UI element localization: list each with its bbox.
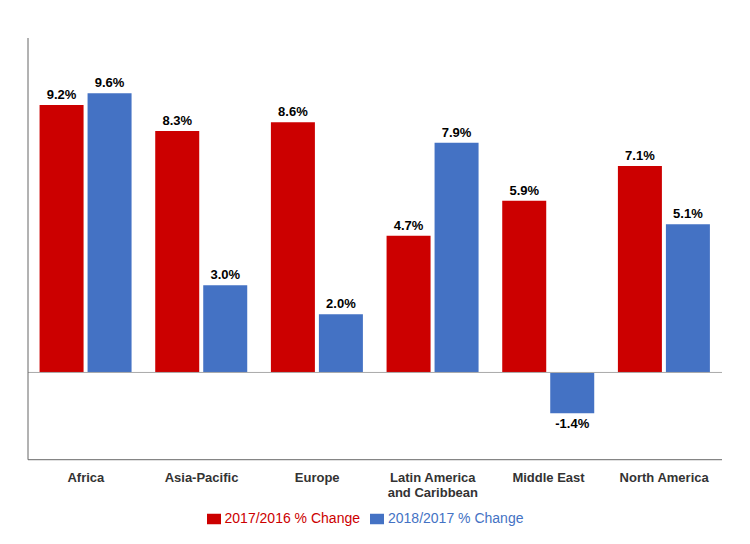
svg-text:2.0%: 2.0% xyxy=(326,296,356,311)
svg-text:5.9%: 5.9% xyxy=(509,183,539,198)
svg-text:Middle East: Middle East xyxy=(512,470,585,485)
svg-text:8.6%: 8.6% xyxy=(278,104,308,119)
svg-text:9.6%: 9.6% xyxy=(95,75,125,90)
svg-text:7.9%: 7.9% xyxy=(442,125,472,140)
html-text:2017/2016 % Change: 2017/2016 % Change xyxy=(224,509,360,526)
svg-text:3.0%: 3.0% xyxy=(210,267,240,282)
svg-text:8.3%: 8.3% xyxy=(162,113,192,128)
svg-text:North America: North America xyxy=(620,470,710,485)
svg-text:Europe: Europe xyxy=(295,470,340,485)
svg-text:-1.4%: -1.4% xyxy=(555,416,589,431)
svg-text:9.2%: 9.2% xyxy=(47,87,77,102)
svg-text:Africa: Africa xyxy=(67,470,105,485)
svg-text:7.1%: 7.1% xyxy=(625,148,655,163)
svg-text:5.1%: 5.1% xyxy=(673,206,703,221)
svg-text:4.7%: 4.7% xyxy=(394,218,424,233)
svg-text:Latin Americaand Caribbean: Latin Americaand Caribbean xyxy=(388,470,478,500)
html-text:2018/2017 % Change: 2018/2017 % Change xyxy=(388,509,524,526)
svg-text:Asia-Pacific: Asia-Pacific xyxy=(165,470,239,485)
